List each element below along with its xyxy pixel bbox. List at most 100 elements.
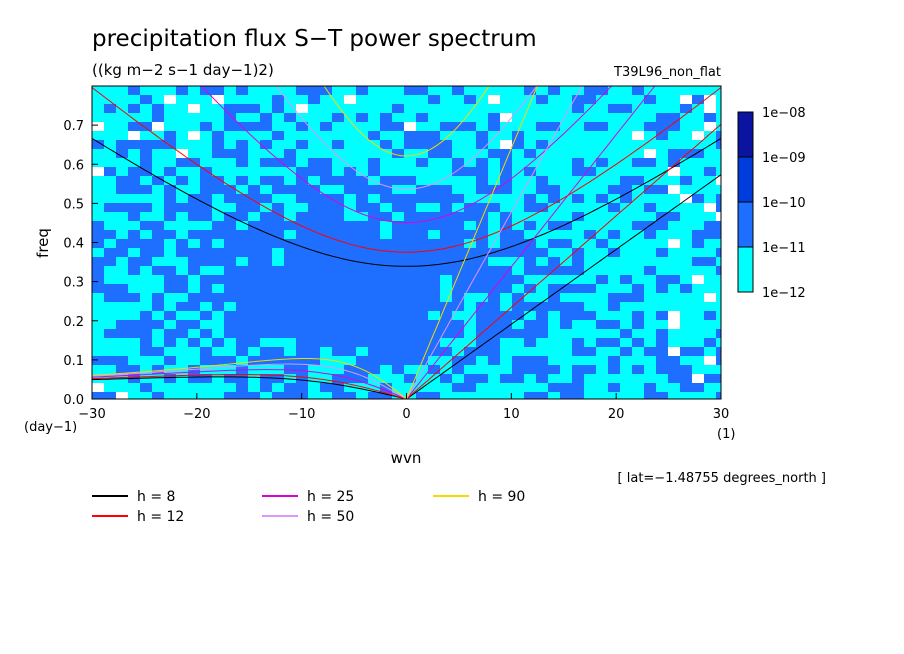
spectrum-cell	[404, 311, 417, 321]
spectrum-cell	[428, 149, 441, 159]
spectrum-cell	[284, 329, 297, 339]
spectrum-cell	[572, 275, 585, 285]
spectrum-cell	[236, 221, 249, 231]
spectrum-cell	[320, 248, 333, 258]
x-tick-label: −10	[288, 407, 315, 422]
spectrum-cell	[236, 392, 249, 399]
spectrum-cell	[392, 86, 405, 96]
spectrum-cell	[188, 167, 201, 177]
spectrum-cell	[668, 329, 681, 339]
spectrum-cell	[620, 113, 633, 123]
spectrum-cell	[476, 239, 489, 249]
spectrum-cell	[188, 122, 201, 132]
spectrum-cell	[488, 374, 501, 384]
spectrum-cell	[368, 347, 381, 357]
spectrum-cell	[668, 212, 681, 222]
spectrum-cell	[380, 86, 393, 96]
spectrum-cell	[332, 230, 345, 240]
spectrum-cell	[92, 176, 105, 186]
spectrum-cell	[644, 140, 657, 150]
spectrum-cell	[284, 95, 297, 105]
spectrum-cell	[452, 275, 465, 285]
spectrum-cell	[176, 257, 189, 267]
spectrum-cell	[320, 230, 333, 240]
spectrum-cell	[716, 374, 721, 384]
spectrum-cell	[668, 257, 681, 267]
spectrum-cell	[380, 356, 393, 366]
spectrum-cell	[164, 392, 177, 399]
spectrum-cell	[164, 86, 177, 96]
spectrum-cell	[404, 284, 417, 294]
spectrum-cell	[716, 86, 721, 96]
spectrum-cell	[332, 266, 345, 276]
spectrum-cell	[104, 176, 117, 186]
spectrum-cell	[356, 347, 369, 357]
spectrum-cell	[404, 167, 417, 177]
spectrum-cell	[344, 248, 357, 258]
spectrum-cell	[284, 293, 297, 303]
spectrum-cell	[176, 203, 189, 213]
spectrum-cell	[128, 311, 141, 321]
spectrum-cell	[116, 239, 129, 249]
spectrum-cell	[176, 158, 189, 168]
spectrum-cell	[500, 293, 513, 303]
spectrum-cell	[140, 347, 153, 357]
spectrum-cell	[440, 194, 453, 204]
spectrum-cell	[200, 347, 213, 357]
spectrum-cell	[560, 86, 573, 96]
spectrum-cell	[572, 338, 585, 348]
spectrum-cell	[128, 149, 141, 159]
spectrum-cell	[464, 374, 477, 384]
spectrum-cell	[716, 176, 721, 186]
spectrum-cell	[440, 248, 453, 258]
spectrum-cell	[236, 311, 249, 321]
spectrum-cell	[368, 131, 381, 141]
spectrum-cell	[176, 302, 189, 312]
spectrum-cell	[644, 374, 657, 384]
spectrum-cell	[320, 239, 333, 249]
spectrum-cell	[644, 293, 657, 303]
spectrum-cell	[464, 149, 477, 159]
spectrum-cell	[524, 329, 537, 339]
spectrum-cell	[512, 347, 525, 357]
spectrum-cell	[452, 158, 465, 168]
spectrum-cell	[524, 284, 537, 294]
spectrum-cell	[140, 392, 153, 399]
spectrum-cell	[596, 194, 609, 204]
colorbar-label: 1e−08	[762, 106, 806, 121]
spectrum-cell	[620, 203, 633, 213]
spectrum-cell	[560, 365, 573, 375]
curve-legend: h = 8h = 12h = 25h = 50h = 90	[92, 489, 525, 525]
spectrum-cell	[308, 239, 321, 249]
spectrum-cell	[560, 266, 573, 276]
spectrum-cell	[680, 239, 693, 249]
spectrum-cell	[644, 365, 657, 375]
spectrum-cell	[560, 356, 573, 366]
spectrum-cell	[92, 86, 105, 96]
spectrum-cell	[116, 113, 129, 123]
spectrum-cell	[680, 113, 693, 123]
spectrum-cell	[560, 374, 573, 384]
spectrum-cell	[452, 311, 465, 321]
spectrum-cell	[632, 86, 645, 96]
spectrum-cell	[272, 320, 285, 330]
spectrum-cell	[536, 95, 549, 105]
spectrum-cell	[188, 185, 201, 195]
spectrum-cell	[704, 113, 717, 123]
dispersion-curves	[92, 86, 721, 399]
spectrum-cell	[368, 248, 381, 258]
spectrum-cell	[152, 284, 165, 294]
spectrum-cell	[476, 347, 489, 357]
spectrum-cell	[668, 302, 681, 312]
spectrum-cell	[296, 212, 309, 222]
spectrum-cell	[488, 104, 501, 114]
spectrum-cell	[692, 221, 705, 231]
spectrum-cell	[104, 113, 117, 123]
spectrum-cell	[152, 239, 165, 249]
spectrum-cell	[524, 230, 537, 240]
spectrum-cell	[644, 392, 657, 399]
spectrum-cell	[296, 185, 309, 195]
spectrum-cell	[464, 104, 477, 114]
spectrum-cell	[668, 392, 681, 399]
